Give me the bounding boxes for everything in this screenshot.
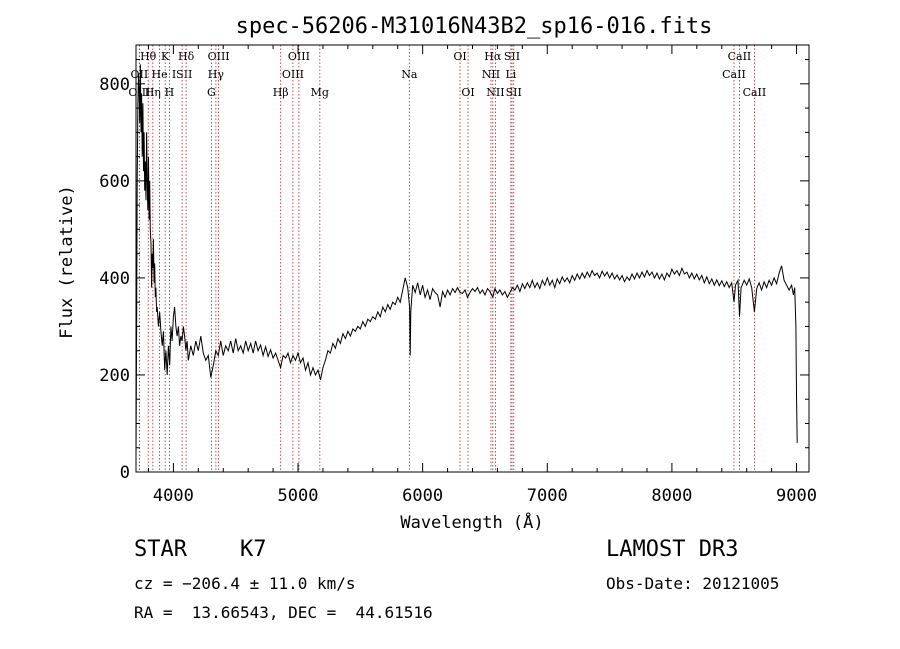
marker-label-20: NII <box>482 68 500 81</box>
marker-label-25: CaII <box>728 50 752 63</box>
plot-frame <box>135 44 810 473</box>
marker-label-15: Mg <box>311 86 329 99</box>
x-tick-label-2: 6000 <box>402 486 443 506</box>
y-axis: 0 200 400 600 800 <box>99 59 809 483</box>
redshift-text: cz = −206.4 ± 11.0 km/s <box>134 574 356 593</box>
survey-name: LAMOST DR3 <box>606 537 739 562</box>
y-tick-label-0: 0 <box>120 463 130 483</box>
marker-label-24: SII <box>506 86 522 99</box>
marker-label-18: OI <box>461 86 474 99</box>
series-line-0 <box>135 64 798 458</box>
marker-label-0: Hθ <box>140 50 157 63</box>
x-axis: 4000 5000 6000 7000 8000 9000 <box>147 45 817 506</box>
marker-label-8: Hδ <box>178 50 195 63</box>
marker-label-16: Na <box>401 68 418 81</box>
marker-label-5: K <box>161 50 170 63</box>
marker-label-12: Hβ <box>273 86 289 99</box>
marker-label-19: Hα <box>484 50 502 63</box>
y-tick-label-4: 800 <box>99 75 130 95</box>
marker-label-14: OIII <box>288 50 310 63</box>
marker-label-9: OIII <box>208 50 230 63</box>
obs-date: Obs-Date: 20121005 <box>606 574 780 593</box>
marker-label-21: NII <box>486 86 504 99</box>
y-tick-label-2: 400 <box>99 269 130 289</box>
coordinates-text: RA = 13.66543, DEC = 44.61516 <box>134 603 433 622</box>
marker-label-13: OIII <box>282 68 304 81</box>
marker-label-26: CaII <box>722 68 746 81</box>
y-tick-label-1: 200 <box>99 366 130 386</box>
marker-label-11: G <box>207 86 216 99</box>
marker-label-27: CaII <box>743 86 767 99</box>
x-tick-label-4: 8000 <box>651 486 692 506</box>
marker-label-17: OI <box>453 50 466 63</box>
object-class: STAR <box>134 537 187 562</box>
marker-label-22: SII <box>504 50 520 63</box>
object-subclass: K7 <box>240 537 267 562</box>
x-tick-label-0: 4000 <box>153 486 194 506</box>
y-axis-label: Flux (relative) <box>57 185 77 339</box>
y-tick-label-3: 600 <box>99 172 130 192</box>
series-layer <box>135 64 798 458</box>
marker-label-3: He <box>152 68 168 81</box>
x-axis-label: Wavelength (Å) <box>400 511 543 533</box>
marker-label-10: Hγ <box>208 68 225 81</box>
x-tick-label-5: 9000 <box>776 486 817 506</box>
marker-label-7: ISII <box>172 68 193 81</box>
x-tick-label-3: 7000 <box>527 486 568 506</box>
marker-label-4: Hη <box>145 86 161 99</box>
chart-title: spec-56206-M31016N43B2_sp16-016.fits <box>236 14 713 39</box>
x-tick-label-1: 5000 <box>278 486 319 506</box>
marker-label-6: H <box>165 86 175 99</box>
marker-label-23: Li <box>505 68 516 81</box>
